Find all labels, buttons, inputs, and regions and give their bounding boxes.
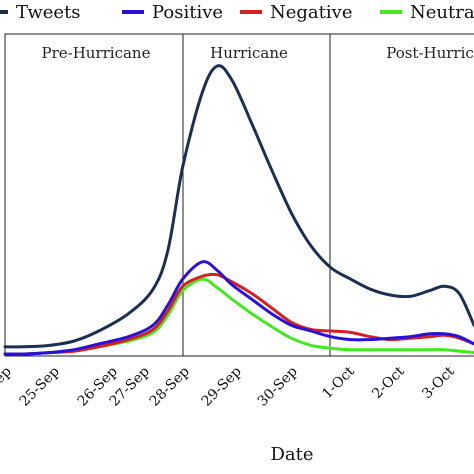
x-axis-label: Date [270,444,313,465]
legend-label: Neutra [410,2,474,23]
plot-frame [4,33,474,357]
series-lines [3,64,474,356]
region-dividers: Pre-Hurricane Hurricane Post-Hurric [42,34,474,356]
x-tick-label: 29-Sep [199,363,245,409]
x-tick-label: 3-Oct [419,363,458,402]
legend-label: Positive [152,2,223,23]
series-line-positive [3,260,474,356]
legend-label: Negative [270,2,352,23]
region-label: Hurricane [210,44,288,62]
x-tick-label: 2-Oct [369,363,408,402]
region-label: Post-Hurric [386,44,474,62]
legend: Tweets Positive Negative Neutra [0,2,474,23]
series-line-tweets [3,64,474,349]
region-label: Pre-Hurricane [42,44,151,62]
x-tick-label: Sep [0,363,15,393]
x-tick-label: 25-Sep [17,363,63,409]
x-tick-label: 30-Sep [255,363,301,409]
x-tick-label: 1-Oct [319,363,358,402]
legend-label: Tweets [16,2,81,23]
x-tick-label: 28-Sep [147,363,193,409]
